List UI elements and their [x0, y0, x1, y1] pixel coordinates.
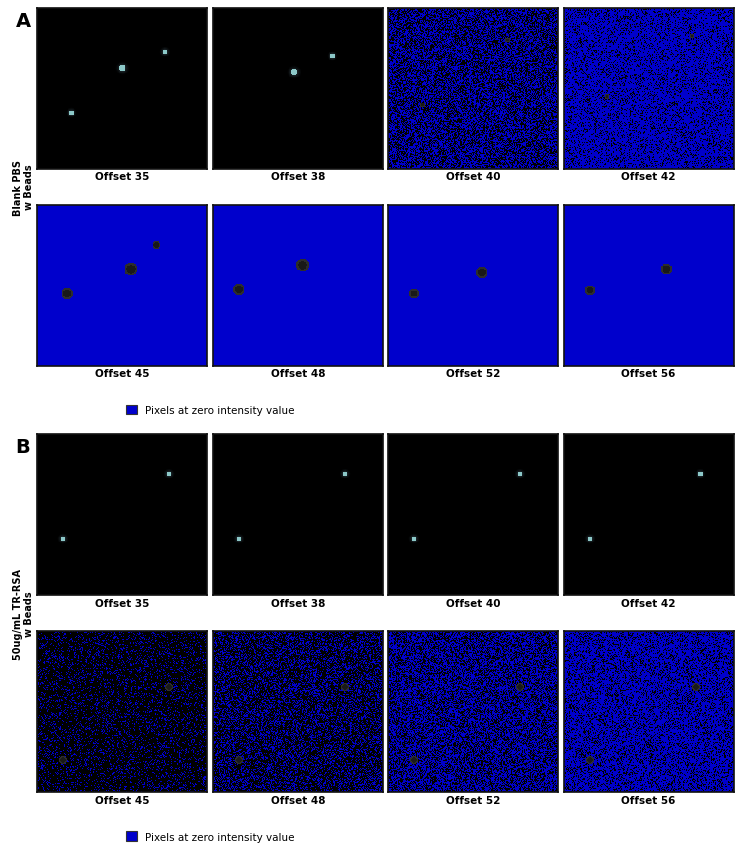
Text: A: A — [16, 12, 31, 31]
Legend: Pixels at zero intensity value: Pixels at zero intensity value — [126, 405, 294, 415]
X-axis label: Offset 35: Offset 35 — [95, 598, 150, 608]
X-axis label: Offset 56: Offset 56 — [622, 795, 676, 805]
X-axis label: Offset 40: Offset 40 — [446, 598, 500, 608]
X-axis label: Offset 52: Offset 52 — [446, 795, 500, 805]
X-axis label: Offset 45: Offset 45 — [95, 795, 150, 805]
X-axis label: Offset 38: Offset 38 — [270, 172, 325, 182]
X-axis label: Offset 42: Offset 42 — [622, 598, 676, 608]
Legend: Pixels at zero intensity value: Pixels at zero intensity value — [126, 832, 294, 842]
X-axis label: Offset 56: Offset 56 — [622, 369, 676, 379]
X-axis label: Offset 35: Offset 35 — [95, 172, 150, 182]
X-axis label: Offset 52: Offset 52 — [446, 369, 500, 379]
X-axis label: Offset 48: Offset 48 — [270, 795, 325, 805]
Text: 50ug/mL TR-RSA
w Beads: 50ug/mL TR-RSA w Beads — [13, 568, 34, 659]
X-axis label: Offset 38: Offset 38 — [270, 598, 325, 608]
X-axis label: Offset 42: Offset 42 — [622, 172, 676, 182]
X-axis label: Offset 45: Offset 45 — [95, 369, 150, 379]
X-axis label: Offset 48: Offset 48 — [270, 369, 325, 379]
Text: Blank PBS
w Beads: Blank PBS w Beads — [13, 160, 34, 215]
X-axis label: Offset 40: Offset 40 — [446, 172, 500, 182]
Text: B: B — [16, 438, 30, 457]
